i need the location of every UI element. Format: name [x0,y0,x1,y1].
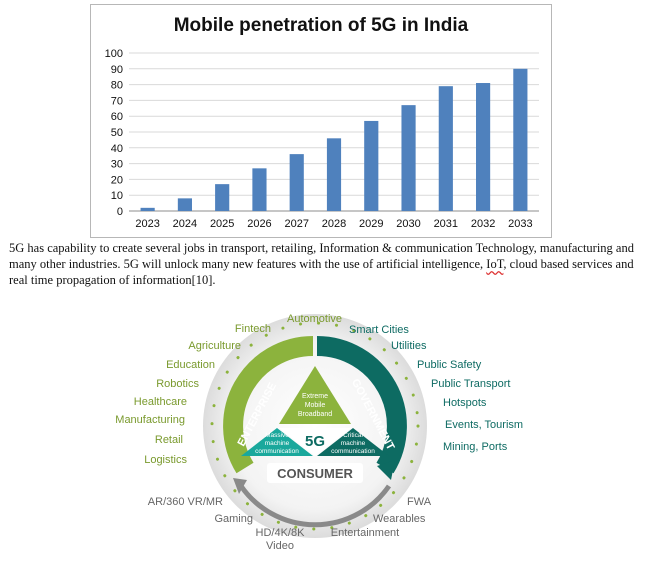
x-tick-label: 2025 [210,218,234,230]
enterprise-item: Retail [155,434,183,446]
government-item: Hotspots [443,397,487,409]
paragraph-text-2: , cloud based services and real time pro… [9,257,634,287]
bar [289,154,304,211]
enterprise-item: Fintech [235,323,271,335]
bar [438,86,453,211]
x-tick-label: 2029 [359,218,383,230]
y-tick-label: 30 [111,159,123,171]
consumer-arc [238,484,392,528]
x-tick-label: 2032 [471,218,495,230]
diagram-svg: CONSUMER ENTERPRISE GOVERNMENT 5G Extrem… [115,313,523,552]
government-arc [316,336,407,474]
segment-right [317,428,389,456]
y-tick-label: 20 [111,174,123,186]
consumer-item: Video [266,540,294,552]
y-tick-label: 10 [111,190,123,202]
body-paragraph: 5G has capability to create several jobs… [9,240,634,288]
segment-left-line1: Massive [265,432,289,439]
government-item: Smart Cities [349,324,409,336]
bar [252,168,267,211]
y-tick-label: 40 [111,143,123,155]
y-tick-label: 0 [117,206,123,218]
page-top-strip [0,0,646,4]
segment-center [279,428,351,456]
segment-left-line3: communication [255,448,299,455]
x-tick-label: 2023 [135,218,159,230]
segment-top-line2: Mobile [305,402,326,409]
bar [326,138,342,211]
x-tick-label: 2024 [173,218,197,230]
consumer-arrowhead [233,478,247,494]
bar [177,198,192,211]
x-tick-label: 2030 [396,218,420,230]
consumer-item: Wearables [373,513,426,525]
consumer-arc-label: CONSUMER [277,466,353,481]
5g-use-case-diagram: CONSUMER ENTERPRISE GOVERNMENT 5G Extrem… [95,308,555,556]
y-tick-label: 50 [111,127,123,139]
segment-top-line3: Broadband [298,411,332,418]
enterprise-arc [223,336,314,474]
bar [140,207,155,211]
consumer-item: Gaming [214,513,253,525]
bar [215,184,230,211]
y-tick-label: 100 [105,48,123,60]
segment-top [279,366,351,424]
enterprise-item: Healthcare [134,396,187,408]
consumer-item: HD/4K/8K [256,527,306,539]
x-tick-label: 2031 [434,218,458,230]
outer-dot-ring [210,321,420,531]
center-5g-label: 5G [305,433,325,450]
segment-right-line3: communication [331,448,375,455]
chart-title: Mobile penetration of 5G in India [173,15,469,36]
segment-right-line2: machine [341,440,366,447]
consumer-item: Entertainment [331,527,399,539]
bar [513,68,528,211]
enterprise-item: Education [166,359,215,371]
enterprise-item: Robotics [156,378,199,390]
consumer-label-bg [267,463,363,483]
government-item: Automotive [287,313,342,325]
x-tick-label: 2033 [508,218,532,230]
consumer-item: FWA [407,496,432,508]
enterprise-item: Logistics [144,454,187,466]
segment-left [241,428,313,456]
consumer-item: AR/360 VR/MR [148,496,223,508]
enterprise-item: Manufacturing [115,414,185,426]
paragraph-text-1: 5G has capability to create several jobs… [9,241,634,271]
y-tick-label: 90 [111,64,123,76]
government-item: Public Safety [417,359,482,371]
y-tick-label: 80 [111,80,123,92]
chart-frame: Mobile penetration of 5G in India 0 10 20 3… [90,4,552,238]
bar [364,120,379,211]
government-item: Mining, Ports [443,441,508,453]
segment-top-line1: Extreme [302,393,328,400]
x-tick-label: 2027 [284,218,308,230]
x-tick-label: 2028 [322,218,346,230]
enterprise-item: Agriculture [188,340,241,352]
government-arrowhead [377,460,395,480]
paragraph-iot: IoT [486,257,504,271]
y-tick-label: 70 [111,95,123,107]
segment-right-line1: Critical [343,432,363,439]
government-item: Utilities [391,340,427,352]
government-item: Events, Tourism [445,419,523,431]
government-item: Public Transport [431,378,510,390]
bar [476,83,491,211]
x-tick-label: 2026 [247,218,271,230]
segment-left-line2: machine [265,440,290,447]
y-tick-label: 60 [111,111,123,123]
bar [401,105,416,211]
